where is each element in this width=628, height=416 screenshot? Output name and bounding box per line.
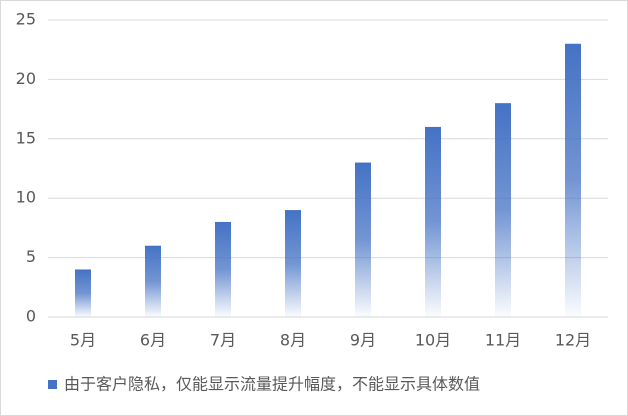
legend-marker <box>48 380 57 389</box>
bar <box>495 103 511 317</box>
x-tick-label: 10月 <box>415 331 451 350</box>
bar <box>215 221 231 317</box>
bar <box>285 210 301 317</box>
x-tick-label: 9月 <box>350 331 376 350</box>
x-tick-label: 5月 <box>70 331 96 350</box>
x-tick-label: 12月 <box>555 331 591 350</box>
y-tick-label: 20 <box>16 69 36 88</box>
y-tick-label: 5 <box>26 247 36 266</box>
bar <box>565 43 581 317</box>
y-tick-label: 0 <box>26 307 36 326</box>
bar <box>425 126 441 317</box>
y-tick-label: 15 <box>16 128 36 147</box>
x-tick-label: 8月 <box>280 331 306 350</box>
legend-label: 由于客户隐私，仅能显示流量提升幅度，不能显示具体数值 <box>64 375 480 394</box>
x-tick-label: 6月 <box>140 331 166 350</box>
bar <box>75 269 91 317</box>
y-tick-label: 25 <box>16 10 36 29</box>
x-tick-label: 7月 <box>210 331 236 350</box>
bar <box>355 162 371 317</box>
bar <box>145 245 161 317</box>
y-tick-label: 10 <box>16 188 36 207</box>
x-tick-label: 11月 <box>485 331 521 350</box>
